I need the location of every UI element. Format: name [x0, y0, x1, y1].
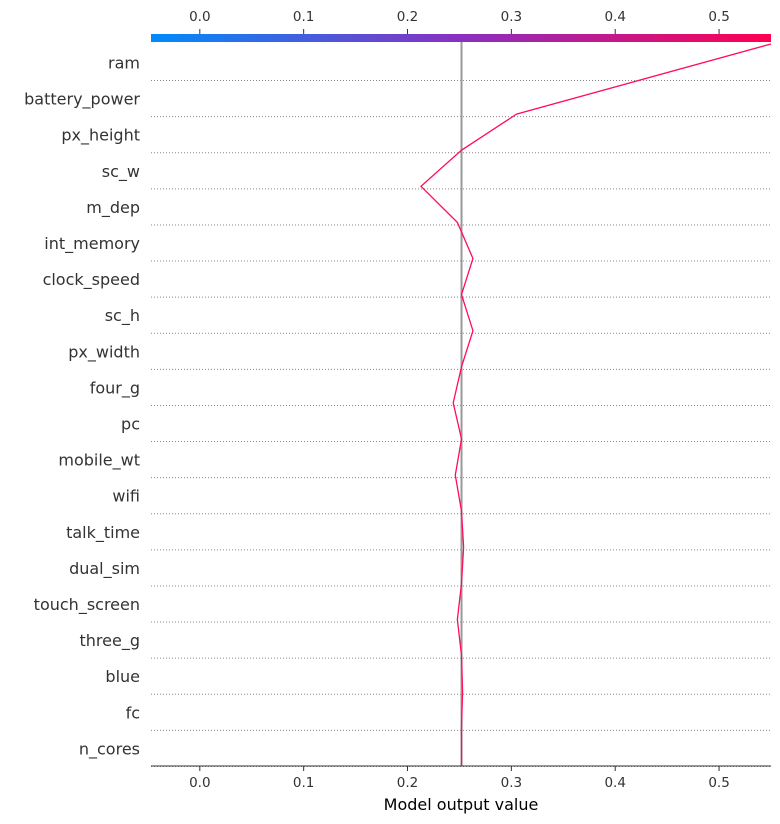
feature-label: sc_h: [105, 306, 140, 326]
feature-label: int_memory: [44, 234, 140, 254]
x-tick-label-top: 0.3: [501, 9, 522, 25]
colorbar: [151, 34, 771, 42]
feature-label: mobile_wt: [58, 451, 140, 471]
feature-label: blue: [105, 667, 140, 686]
feature-label: three_g: [80, 631, 140, 651]
x-tick-label-bottom: 0.1: [293, 775, 314, 791]
x-tick-label-bottom: 0.4: [604, 775, 625, 791]
x-tick-label-bottom: 0.0: [189, 775, 210, 791]
feature-label: px_width: [68, 342, 140, 362]
decision-line: [420, 43, 772, 766]
x-tick-label-bottom: 0.2: [397, 775, 418, 791]
x-tick-label-top: 0.2: [397, 9, 418, 25]
x-tick-label-bottom: 0.5: [708, 775, 729, 791]
feature-label: wifi: [112, 487, 140, 506]
axes-layer: 0.0 0.0 0.1 0.1 0.2 0.2 0.3 0.3 0.4 0.4 0.5 0.5: [151, 9, 771, 791]
feature-label: px_height: [61, 126, 140, 146]
feature-label: ram: [108, 54, 140, 73]
x-tick-label-bottom: 0.3: [501, 775, 522, 791]
x-tick-label-top: 0.0: [189, 9, 210, 25]
x-tick-label-top: 0.5: [708, 9, 729, 25]
colorbar-layer: [151, 34, 771, 42]
feature-label: four_g: [90, 378, 140, 398]
feature-label: fc: [126, 703, 140, 722]
feature-label: n_cores: [79, 739, 140, 759]
feature-label: dual_sim: [69, 559, 140, 579]
x-tick-label-top: 0.1: [293, 9, 314, 25]
feature-labels: ram battery_power px_height sc_w m_dep int_me…: [24, 54, 140, 760]
x-tick-label-top: 0.4: [604, 9, 625, 25]
feature-label: pc: [121, 415, 140, 434]
feature-label: touch_screen: [34, 595, 140, 615]
feature-label: m_dep: [86, 198, 140, 218]
feature-label: talk_time: [66, 523, 140, 543]
x-axis-title: Model output value: [384, 795, 539, 814]
feature-label: clock_speed: [43, 270, 140, 290]
feature-label: battery_power: [24, 90, 140, 110]
feature-label: sc_w: [102, 162, 140, 182]
series-layer: [420, 43, 772, 766]
